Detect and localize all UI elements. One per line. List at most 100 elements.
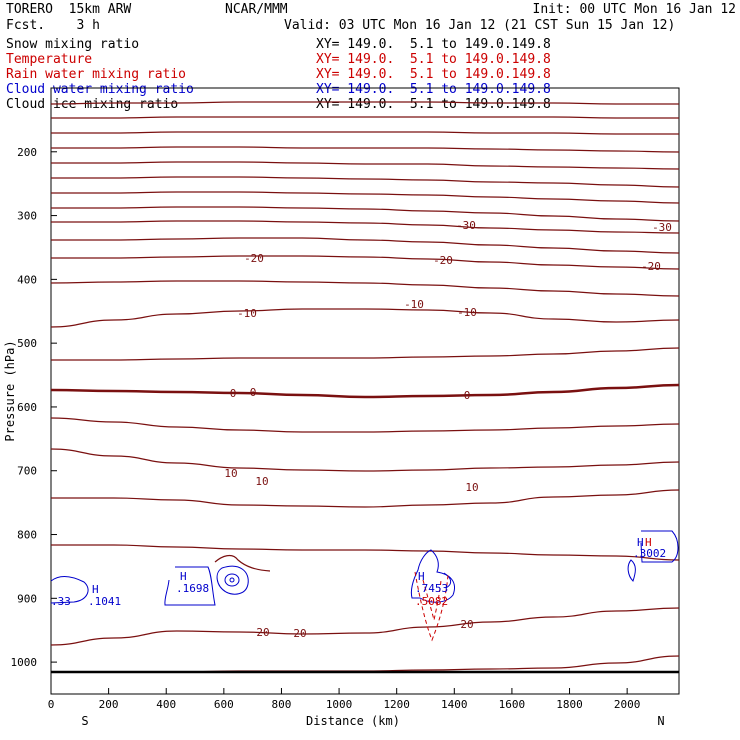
isotherm-line (51, 237, 680, 254)
model-title: TORERO 15km ARW (6, 2, 132, 17)
cloud-water-contour-g (640, 530, 679, 563)
isotherm-label-10-a: 10 (224, 467, 237, 480)
isotherm-line (51, 116, 679, 119)
y-tick-label: 600 (17, 401, 37, 414)
cloud-water-value-33: .33 (51, 595, 71, 608)
x-tick-label: 200 (99, 698, 119, 711)
rain-water-value-5082: .5082 (415, 595, 448, 608)
field-temperature-xs: XY= 149.0. 5.1 to 149.0.149.8 (316, 52, 551, 67)
rain-water-contours (414, 571, 449, 642)
x-tick-label: 600 (214, 698, 234, 711)
forecast-hour: Fcst. 3 h (6, 18, 100, 33)
x-end-label-south: S (81, 714, 88, 728)
isotherm-line (50, 206, 680, 222)
center-name: NCAR/MMM (225, 2, 288, 17)
isotherm-label-0-a: 0 (230, 387, 237, 400)
isotherm-line (51, 220, 680, 234)
y-axis-title: Pressure (hPa) (3, 340, 17, 441)
x-tick-label: 1200 (383, 698, 410, 711)
isotherm-layer (50, 101, 680, 674)
isotherm-label-20-c: 20 (460, 618, 473, 631)
isotherm-line (50, 607, 680, 646)
isotherm-label-m30-a: -30 (456, 219, 476, 232)
cloud-water-contour-b (216, 565, 249, 595)
cloud-water-contour-f (443, 572, 452, 589)
field-cloudwater-name: Cloud water mixing ratio (6, 82, 194, 97)
isotherm-label-20-a: 20 (256, 626, 269, 639)
x-tick-label: 400 (156, 698, 176, 711)
isotherm-label-10-c: 10 (465, 481, 478, 494)
field-cloudice-xs: XY= 149.0. 5.1 to 149.0.149.8 (316, 97, 551, 112)
cloud-water-contour-e (410, 549, 455, 603)
isotherm-label-0-b: 0 (250, 386, 257, 399)
cloud-water-high-marker: H (92, 583, 99, 596)
isotherm-label-m30-b: -30 (652, 221, 672, 234)
isotherm-label-m10-c: -10 (457, 306, 477, 319)
x-tick-label: 1600 (499, 698, 526, 711)
isotherm-label-0-c: 0 (464, 389, 471, 402)
isotherm-line (50, 280, 680, 297)
isotherm-line (51, 176, 680, 188)
rain-water-contour-b (422, 579, 442, 621)
isotherm-label-m10-b: -10 (404, 298, 424, 311)
isotherm-label-20-b: 20 (293, 627, 306, 640)
field-cloudwater-xs: XY= 149.0. 5.1 to 149.0.149.8 (316, 82, 551, 97)
isotherm-label-m20-c: -20 (641, 260, 661, 273)
isotherm-line (51, 347, 680, 361)
cloud-water-contour-c (224, 573, 240, 587)
cloud-water-contour-h (627, 559, 636, 582)
isotherm-line (51, 191, 680, 204)
isotherm-line-local (214, 554, 271, 572)
y-tick-label: 200 (17, 146, 37, 159)
y-tick-label: 400 (17, 273, 37, 286)
cloud-water-contours (50, 530, 679, 606)
y-tick-label: 700 (17, 465, 37, 478)
y-tick-label: 300 (17, 210, 37, 223)
isotherm-line (50, 448, 680, 472)
field-temperature-name: Temperature (6, 52, 93, 67)
valid-time: Valid: 03 UTC Mon 16 Jan 12 (21 CST Sun … (284, 18, 676, 33)
isotherm-line (51, 161, 680, 170)
x-tick-label: 1400 (441, 698, 468, 711)
isotherm-zero-line (50, 383, 680, 399)
isotherm-label-m10-a: -10 (237, 307, 257, 320)
x-tick-label: 2000 (614, 698, 641, 711)
field-snow-xs: XY= 149.0. 5.1 to 149.0.149.8 (316, 37, 551, 52)
cloud-water-contour-a (164, 566, 216, 606)
isotherm-labels: -30 -30 -20 -20 -20 -10 -10 -10 0 0 0 10… (224, 219, 672, 640)
isotherm-line (51, 131, 679, 135)
cloud-water-value-3002: .3002 (633, 547, 666, 560)
y-tick-label: 1000 (11, 656, 38, 669)
cloud-water-value-1698: .1698 (176, 582, 209, 595)
cloud-water-value-7453: .7453 (415, 582, 448, 595)
isotherm-label-m20-a: -20 (244, 252, 264, 265)
y-tick-label: 800 (17, 529, 37, 542)
cloud-water-high-marker-2: H (180, 570, 187, 583)
isotherm-line (51, 655, 680, 673)
rain-water-contour-a (414, 571, 449, 642)
y-tick-label: 900 (17, 592, 37, 605)
isotherm-line (51, 489, 680, 508)
isotherm-line (50, 308, 680, 328)
x-axis-title: Distance (km) (306, 714, 400, 728)
isotherm-line (50, 417, 680, 433)
x-tick-label: 800 (272, 698, 292, 711)
isotherm-line (50, 101, 679, 105)
x-end-label-north: N (657, 714, 664, 728)
field-rain-xs: XY= 149.0. 5.1 to 149.0.149.8 (316, 67, 551, 82)
y-tick-label: 500 (17, 337, 37, 350)
isotherm-line (51, 146, 680, 153)
field-snow-name: Snow mixing ratio (6, 37, 140, 52)
isotherm-label-m20-b: -20 (433, 254, 453, 267)
isotherm-label-10-b: 10 (255, 475, 268, 488)
x-tick-label: 1000 (326, 698, 353, 711)
x-tick-label: 1800 (556, 698, 583, 711)
init-time: Init: 00 UTC Mon 16 Jan 12 (532, 2, 737, 17)
x-tick-label: 0 (48, 698, 55, 711)
cloud-water-high-marker-4: H (637, 536, 644, 549)
cloud-water-high-marker-3: H (418, 570, 425, 583)
axis-ticks: 0 200 400 600 800 1000 1200 1400 1600 1800 2000200… (11, 146, 641, 711)
field-rain-name: Rain water mixing ratio (6, 67, 187, 82)
isotherm-line (50, 544, 680, 561)
isotherm-line (50, 255, 680, 270)
